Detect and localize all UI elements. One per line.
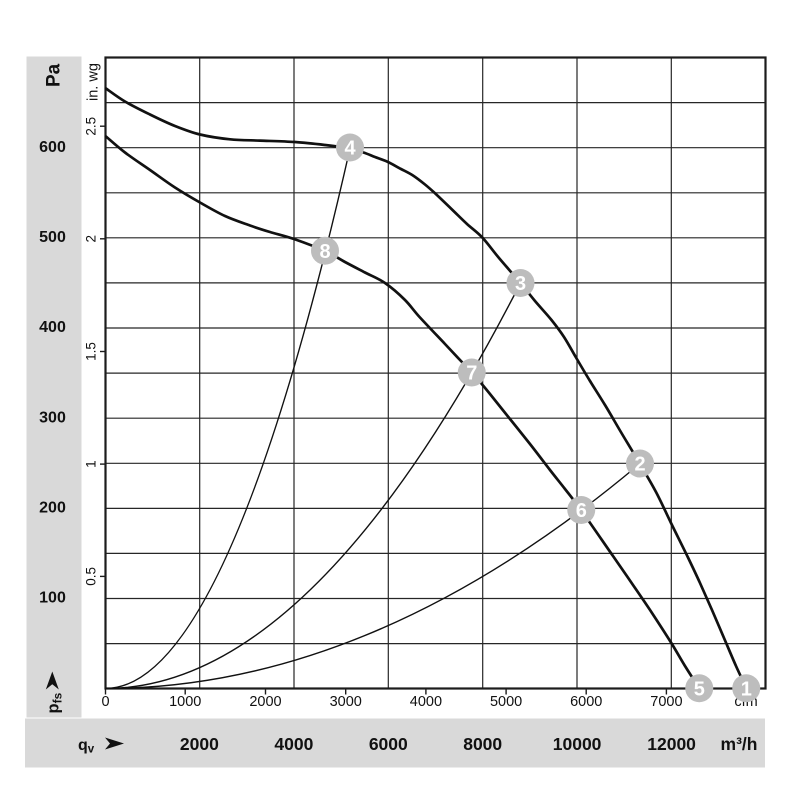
svg-text:100: 100 [39,590,66,607]
svg-text:0: 0 [101,694,109,710]
svg-text:2.5: 2.5 [84,117,99,136]
svg-text:400: 400 [39,319,66,336]
svg-text:in. wg: in. wg [86,63,102,101]
svg-text:1: 1 [741,678,752,700]
svg-text:500: 500 [39,229,66,246]
svg-text:0.5: 0.5 [84,567,99,586]
svg-text:200: 200 [39,500,66,517]
svg-text:7000: 7000 [650,694,682,710]
svg-text:1000: 1000 [169,694,201,710]
svg-text:10000: 10000 [553,734,602,754]
svg-text:600: 600 [39,139,66,156]
svg-text:5000: 5000 [490,694,522,710]
svg-text:m³/h: m³/h [721,734,758,754]
svg-text:6000: 6000 [570,694,602,710]
svg-text:6000: 6000 [369,734,408,754]
svg-text:2: 2 [634,454,645,476]
svg-text:6: 6 [576,500,587,522]
svg-text:4000: 4000 [274,734,313,754]
svg-text:8000: 8000 [463,734,502,754]
svg-text:12000: 12000 [647,734,696,754]
svg-text:3: 3 [515,273,526,295]
svg-text:1: 1 [84,460,99,468]
svg-text:2: 2 [84,235,99,243]
svg-text:2000: 2000 [249,694,281,710]
svg-text:300: 300 [39,409,66,426]
svg-text:Pa: Pa [44,63,65,87]
svg-text:4000: 4000 [410,694,442,710]
svg-text:1.5: 1.5 [84,342,99,361]
svg-text:7: 7 [466,363,477,385]
svg-text:2000: 2000 [180,734,219,754]
svg-text:8: 8 [319,241,330,263]
svg-text:4: 4 [344,138,356,160]
svg-text:3000: 3000 [330,694,362,710]
svg-text:5: 5 [694,678,705,700]
